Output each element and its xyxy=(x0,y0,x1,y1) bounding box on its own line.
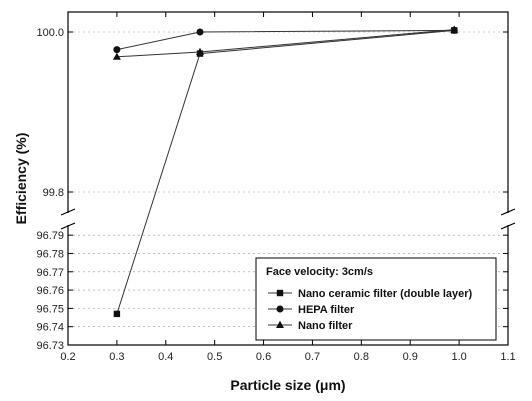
triangle-marker xyxy=(450,25,459,33)
x-tick-label: 0.6 xyxy=(256,351,271,363)
legend-item: HEPA filter xyxy=(268,304,355,316)
y-tick-label: 96.75 xyxy=(36,303,64,315)
circle-marker xyxy=(113,46,121,54)
circle-marker xyxy=(196,28,204,36)
legend-label: Nano ceramic filter (double layer) xyxy=(298,288,473,300)
axis-break-mark xyxy=(500,222,516,230)
x-axis-title: Particle size (μm) xyxy=(230,377,345,393)
legend-item: Nano ceramic filter (double layer) xyxy=(268,288,473,300)
y-tick-label: 99.8 xyxy=(43,187,64,199)
legend-label: Nano filter xyxy=(298,320,353,332)
y-tick-label: 96.76 xyxy=(36,285,64,297)
y-tick-label: 100.0 xyxy=(36,27,64,39)
x-axis: 0.2 0.3 0.4 0.5 0.6 0.7 0.8 0.9 1.0 1.1 xyxy=(60,12,516,363)
legend-title: Face velocity: 3cm/s xyxy=(266,266,373,278)
y-tick-label: 96.79 xyxy=(36,230,64,242)
legend-item: Nano filter xyxy=(268,320,353,332)
triangle-marker xyxy=(196,47,204,55)
legend-label: HEPA filter xyxy=(298,304,355,316)
axis-break-mark xyxy=(60,208,76,216)
square-marker xyxy=(276,289,284,297)
axis-break-mark xyxy=(500,208,516,216)
legend-box xyxy=(255,257,497,341)
y-tick-label: 96.78 xyxy=(36,248,64,260)
axis-break-gap xyxy=(60,213,76,225)
x-tick-label: 0.8 xyxy=(354,351,369,363)
triangle-marker xyxy=(276,320,284,328)
circle-marker xyxy=(276,305,284,313)
legend: Face velocity: 3cm/s Nano ceramic filter … xyxy=(255,257,497,341)
x-tick-label: 0.2 xyxy=(60,351,75,363)
x-tick-label: 0.9 xyxy=(403,351,418,363)
y-tick-label: 96.74 xyxy=(36,322,64,334)
series-circle xyxy=(113,26,458,54)
y-axis: 99.8 100.0 96.73 96.74 96.75 96.76 96.77 96.78 9… xyxy=(36,27,508,352)
x-tick-label: 0.4 xyxy=(158,351,173,363)
y-axis-title: Efficiency (%) xyxy=(13,133,29,225)
series-line xyxy=(116,29,455,58)
axis-break-gap xyxy=(500,213,516,225)
axis-break-mark xyxy=(60,222,76,230)
y-tick-label: 96.77 xyxy=(36,267,64,279)
x-tick-label: 1.1 xyxy=(500,351,515,363)
x-tick-label: 0.7 xyxy=(305,351,320,363)
x-tick-label: 0.5 xyxy=(207,351,222,363)
triangle-marker xyxy=(112,52,121,60)
series-triangle xyxy=(112,25,459,60)
square-marker xyxy=(113,310,121,318)
series-line xyxy=(116,29,455,51)
axis-break xyxy=(60,208,516,230)
x-tick-label: 0.3 xyxy=(109,351,124,363)
series-layer xyxy=(112,25,459,318)
y-tick-label: 96.73 xyxy=(36,340,64,352)
x-tick-label: 1.0 xyxy=(451,351,466,363)
plot-frame xyxy=(67,11,509,346)
